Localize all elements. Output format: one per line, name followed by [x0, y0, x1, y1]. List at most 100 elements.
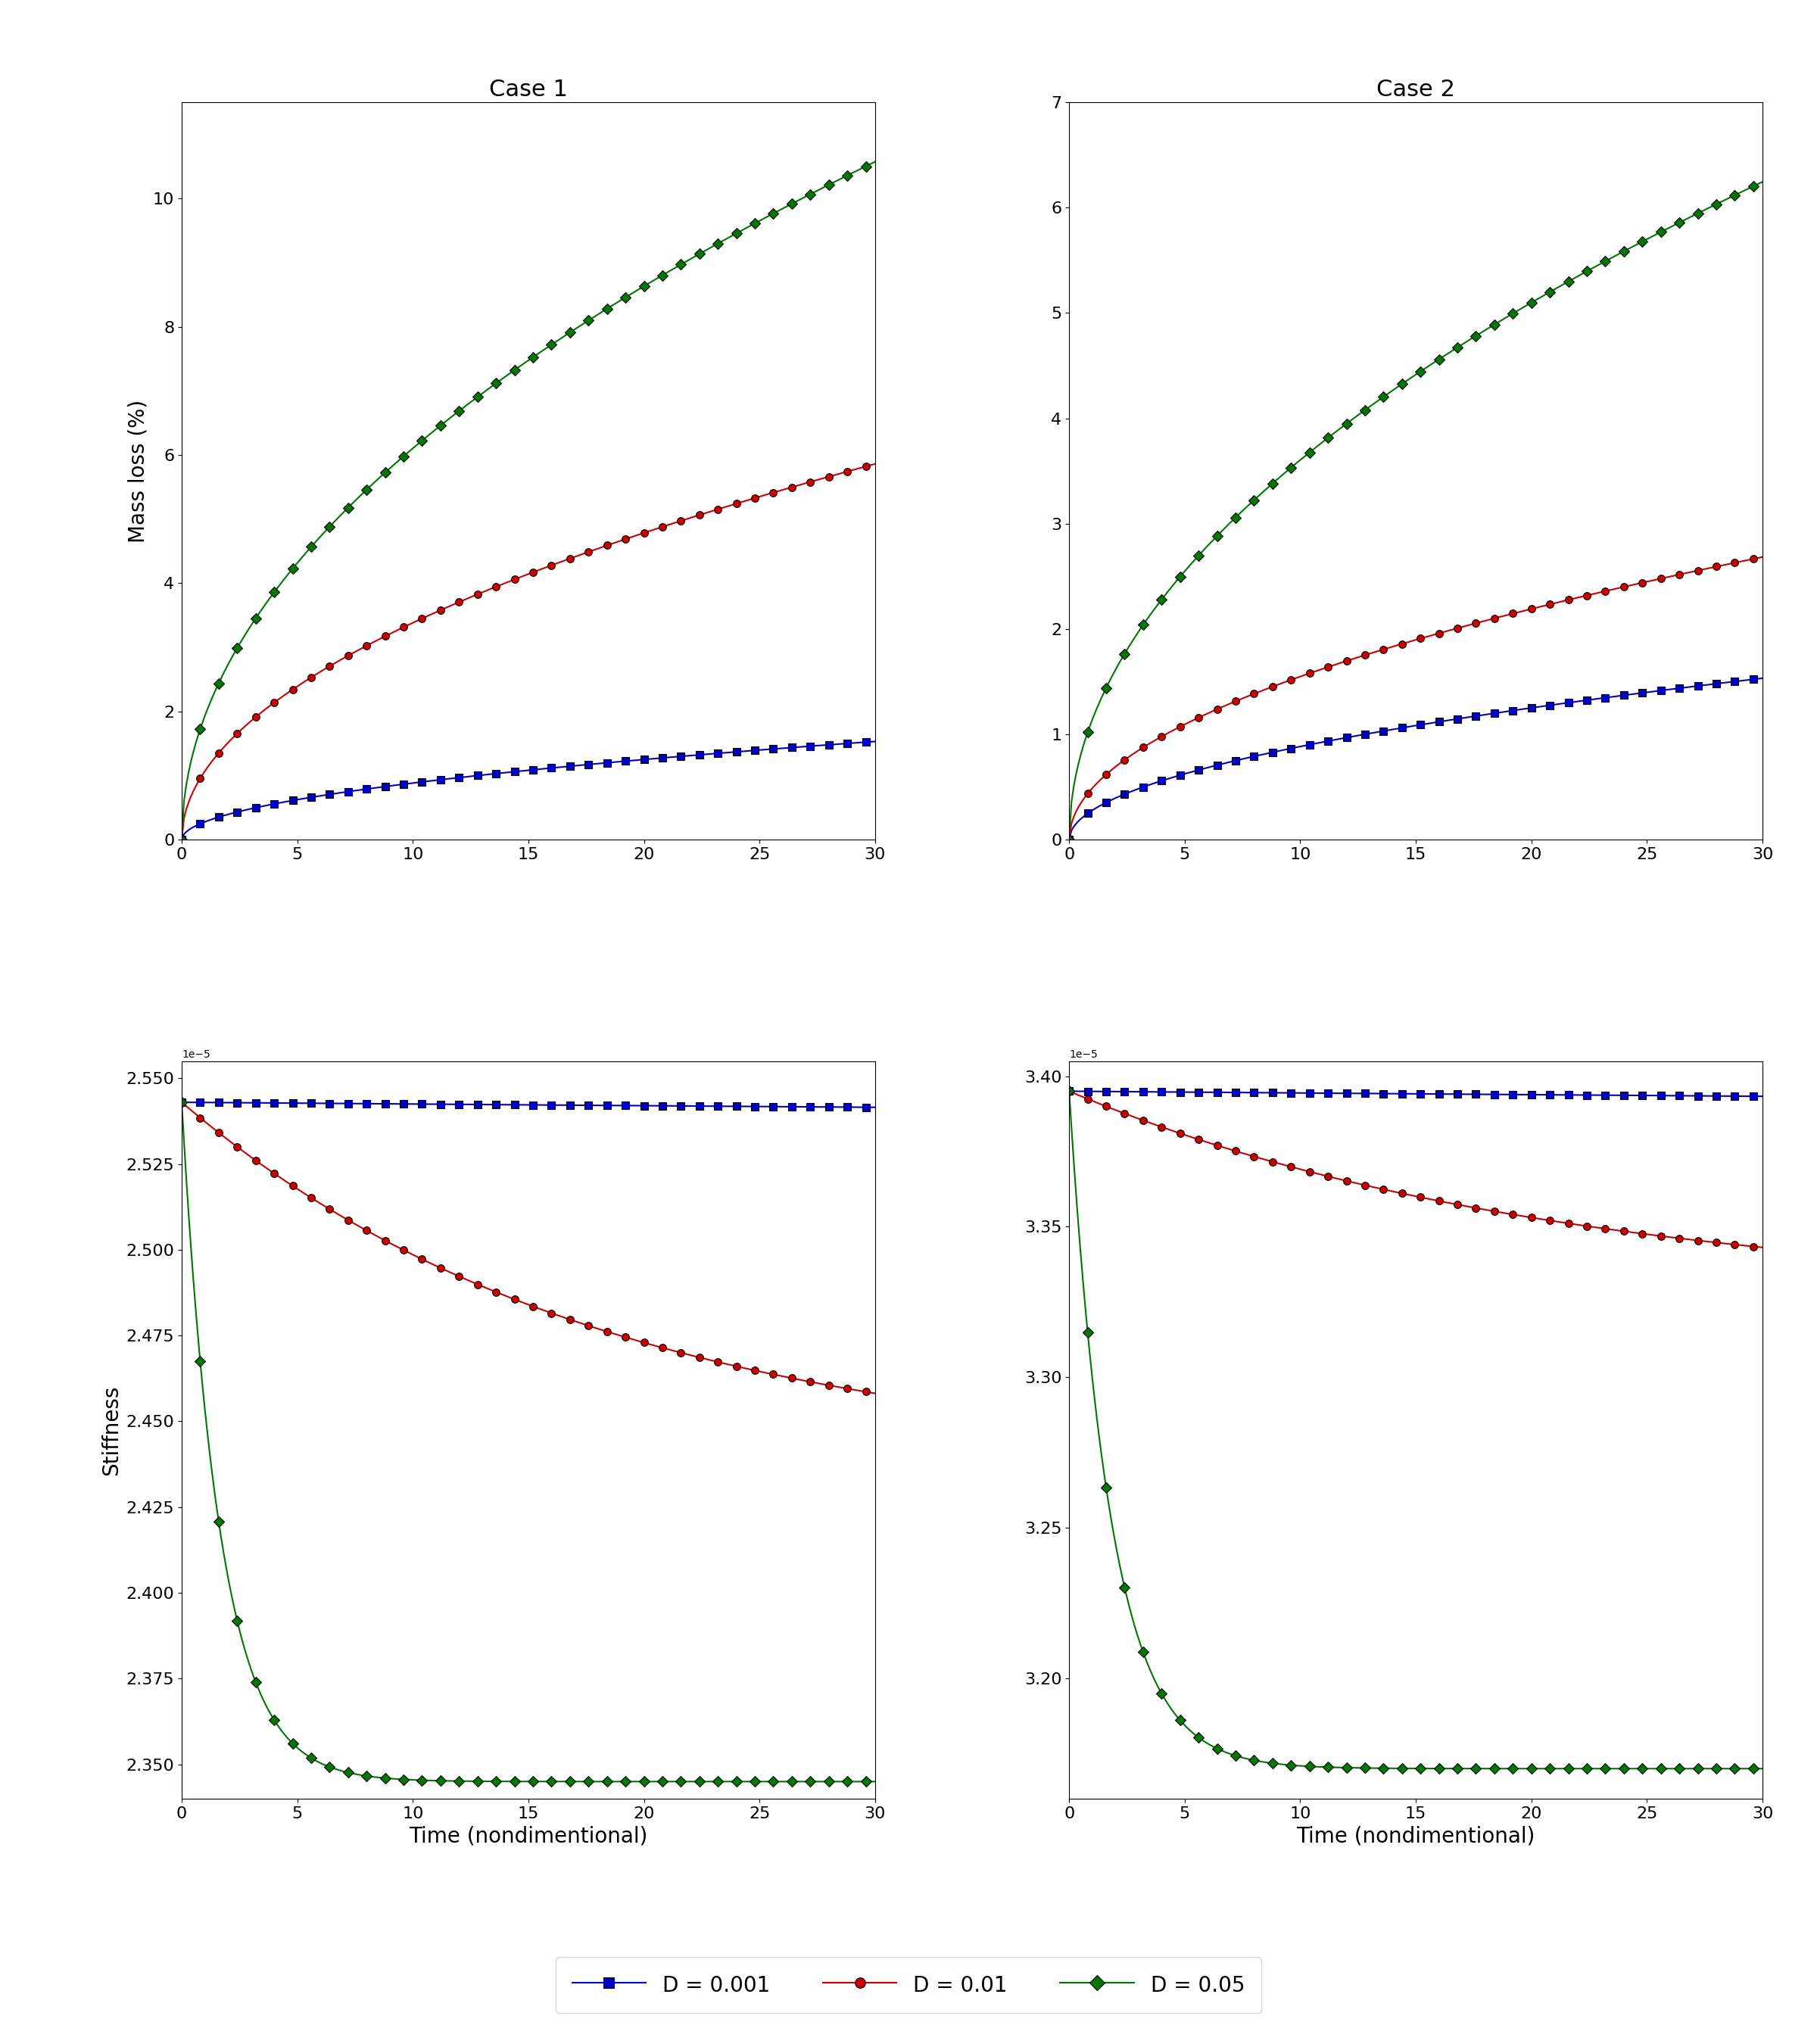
D = 0.05	[756, 204, 778, 229]
D = 0.001	[171, 1089, 193, 1114]
D = 0.01	[1361, 1175, 1383, 1200]
Title: Case 2: Case 2	[1377, 78, 1455, 100]
D = 0.01	[716, 495, 738, 519]
D = 0.01	[865, 452, 887, 476]
D = 0.001	[1532, 1083, 1554, 1108]
D = 0.01	[756, 482, 778, 507]
D = 0.05	[865, 1770, 887, 1795]
D = 0.01	[1643, 1222, 1664, 1247]
D = 0.01	[1701, 1230, 1723, 1255]
D = 0.001	[1604, 685, 1626, 709]
Line: D = 0.05: D = 0.05	[1065, 1087, 1766, 1772]
D = 0.01	[1337, 648, 1359, 672]
D = 0.01	[171, 828, 193, 852]
Line: D = 0.05: D = 0.05	[178, 157, 879, 844]
D = 0.001	[451, 764, 472, 789]
D = 0.05	[474, 380, 496, 405]
Title: Case 1: Case 1	[489, 78, 567, 100]
D = 0.01	[1361, 640, 1383, 664]
D = 0.05	[645, 268, 667, 292]
D = 0.05	[1057, 828, 1079, 852]
D = 0.05	[716, 1770, 738, 1795]
D = 0.05	[1337, 1756, 1359, 1780]
D = 0.01	[1752, 1235, 1773, 1259]
D = 0.05	[865, 149, 887, 174]
D = 0.01	[1604, 1218, 1626, 1243]
D = 0.01	[451, 589, 472, 613]
D = 0.05	[1701, 194, 1723, 219]
D = 0.05	[171, 1089, 193, 1114]
D = 0.05	[1604, 1756, 1626, 1780]
D = 0.05	[1701, 1756, 1723, 1780]
D = 0.01	[1057, 1079, 1079, 1104]
D = 0.001	[1337, 726, 1359, 750]
D = 0.05	[1532, 284, 1554, 309]
D = 0.05	[1643, 223, 1664, 247]
D = 0.01	[474, 578, 496, 603]
Line: D = 0.01: D = 0.01	[1065, 1087, 1766, 1251]
D = 0.05	[451, 1768, 472, 1793]
D = 0.001	[1752, 666, 1773, 691]
D = 0.05	[645, 1770, 667, 1795]
D = 0.05	[716, 227, 738, 251]
D = 0.01	[451, 1265, 472, 1290]
D = 0.05	[1057, 1079, 1079, 1104]
Line: D = 0.001: D = 0.001	[1065, 675, 1766, 844]
D = 0.05	[814, 1770, 836, 1795]
D = 0.001	[474, 762, 496, 787]
D = 0.001	[1752, 1083, 1773, 1108]
D = 0.05	[1337, 409, 1359, 433]
Line: D = 0.01: D = 0.01	[178, 1098, 879, 1396]
D = 0.001	[451, 1091, 472, 1116]
D = 0.01	[1337, 1169, 1359, 1194]
D = 0.05	[1604, 243, 1626, 268]
Line: D = 0.001: D = 0.001	[1065, 1087, 1766, 1100]
D = 0.05	[171, 828, 193, 852]
D = 0.001	[814, 734, 836, 758]
D = 0.01	[171, 1089, 193, 1114]
D = 0.001	[865, 730, 887, 754]
D = 0.01	[716, 1351, 738, 1376]
Y-axis label: Stiffness: Stiffness	[100, 1384, 122, 1476]
Line: D = 0.01: D = 0.01	[1065, 554, 1766, 844]
D = 0.01	[865, 1382, 887, 1406]
Line: D = 0.01: D = 0.01	[178, 460, 879, 844]
D = 0.001	[1361, 1081, 1383, 1106]
D = 0.05	[756, 1770, 778, 1795]
Line: D = 0.001: D = 0.001	[178, 738, 879, 844]
D = 0.001	[756, 1094, 778, 1118]
D = 0.001	[1057, 828, 1079, 852]
Y-axis label: Mass loss (%): Mass loss (%)	[127, 399, 149, 542]
D = 0.01	[1643, 568, 1664, 593]
D = 0.001	[474, 1091, 496, 1116]
X-axis label: Time (nondimentional): Time (nondimentional)	[409, 1825, 647, 1846]
D = 0.001	[171, 828, 193, 852]
D = 0.01	[1604, 576, 1626, 601]
D = 0.001	[756, 738, 778, 762]
D = 0.05	[1752, 170, 1773, 194]
Line: D = 0.05: D = 0.05	[178, 1098, 879, 1784]
D = 0.001	[1361, 722, 1383, 746]
D = 0.05	[1532, 1756, 1554, 1780]
D = 0.01	[1057, 828, 1079, 852]
D = 0.01	[645, 517, 667, 542]
Line: D = 0.05: D = 0.05	[1065, 178, 1766, 844]
D = 0.001	[1643, 1083, 1664, 1108]
D = 0.05	[814, 176, 836, 200]
D = 0.001	[1532, 695, 1554, 719]
X-axis label: Time (nondimentional): Time (nondimentional)	[1297, 1825, 1535, 1846]
D = 0.05	[1752, 1756, 1773, 1780]
D = 0.001	[1604, 1083, 1626, 1108]
D = 0.01	[756, 1361, 778, 1386]
D = 0.01	[814, 1372, 836, 1396]
Legend: D = 0.001, D = 0.01, D = 0.05: D = 0.001, D = 0.01, D = 0.05	[556, 1956, 1261, 2013]
D = 0.05	[1361, 1756, 1383, 1780]
Line: D = 0.001: D = 0.001	[178, 1098, 879, 1112]
D = 0.001	[716, 740, 738, 764]
D = 0.01	[814, 466, 836, 491]
D = 0.001	[1337, 1081, 1359, 1106]
D = 0.001	[1643, 679, 1664, 703]
D = 0.001	[814, 1096, 836, 1120]
D = 0.001	[1701, 672, 1723, 697]
D = 0.001	[865, 1096, 887, 1120]
